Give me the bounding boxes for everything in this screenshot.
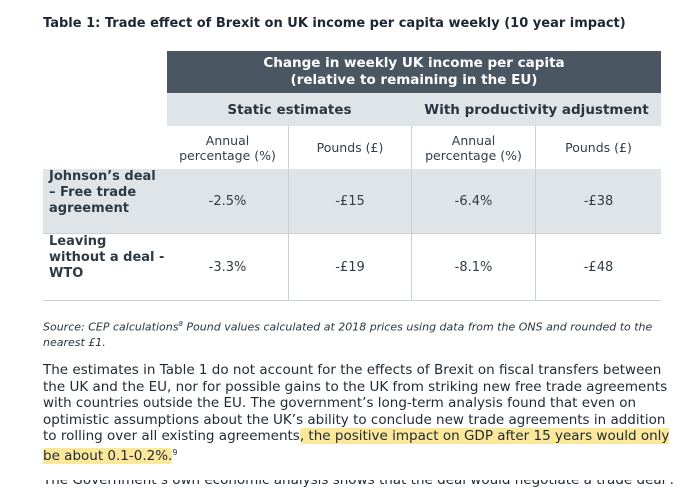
row-label-line: without a deal -: [49, 250, 165, 265]
brexit-impact-table: Change in weekly UK income per capita (r…: [43, 51, 661, 301]
row-label-line: Leaving: [49, 234, 107, 249]
source-text-rest: Pound values calculated at 2018 prices u…: [43, 320, 653, 349]
table-cell: -8.1%: [412, 234, 536, 300]
row-label-line: – Free trade: [49, 185, 137, 200]
table-title: Table 1: Trade effect of Brexit on UK in…: [43, 16, 626, 31]
table-cell: -£19: [289, 234, 412, 300]
paragraph-text: The estimates in Table 1 do not account …: [43, 362, 668, 444]
subheader-line: Annual: [451, 132, 496, 148]
table-cell: -2.5%: [167, 169, 289, 233]
subheader-productivity-percent: Annual percentage (%): [412, 126, 536, 169]
row-label-johnsons-deal: Johnson’s deal – Free trade agreement: [43, 169, 167, 233]
subheader-line: percentage (%): [179, 147, 276, 163]
row-label-line: agreement: [49, 201, 129, 216]
table-divider: [43, 233, 661, 234]
subheader-static-pounds: Pounds (£): [289, 126, 412, 169]
paragraph-footnote-marker: 9: [172, 447, 178, 457]
subheader-line: Pounds (£): [316, 140, 384, 155]
table-cell: -£15: [289, 169, 412, 233]
subheader-static-percent: Annual percentage (%): [167, 126, 289, 169]
row-label-line: WTO: [49, 266, 84, 281]
subheader-line: Pounds (£): [565, 140, 632, 155]
table-main-header: Change in weekly UK income per capita (r…: [167, 51, 661, 93]
table-cell: -£38: [536, 169, 661, 233]
table-bottom-rule: [43, 300, 661, 301]
source-text: Source: CEP calculations: [43, 320, 179, 334]
row-label-line: Johnson’s deal: [49, 169, 156, 184]
table-source-note: Source: CEP calculations8 Pound values c…: [43, 317, 668, 350]
body-paragraph: The estimates in Table 1 do not account …: [43, 362, 673, 465]
subheader-line: percentage (%): [425, 147, 522, 163]
row-label-no-deal: Leaving without a deal - WTO: [43, 234, 167, 300]
subheader-line: Annual: [205, 132, 250, 148]
table-cell: -£48: [536, 234, 661, 300]
subheader-productivity-pounds: Pounds (£): [536, 126, 661, 169]
group-header-static: Static estimates: [167, 93, 412, 126]
group-header-productivity: With productivity adjustment: [412, 93, 661, 126]
table-main-header-line2: (relative to remaining in the EU): [290, 72, 538, 88]
table-main-header-line1: Change in weekly UK income per capita: [263, 55, 565, 71]
source-footnote-marker: 8: [178, 320, 183, 328]
next-paragraph-text: The Government’s own economic analysis s…: [43, 480, 673, 488]
next-paragraph-partial: The Government’s own economic analysis s…: [43, 480, 673, 488]
table-cell: -3.3%: [167, 234, 289, 300]
table-cell: -6.4%: [412, 169, 536, 233]
